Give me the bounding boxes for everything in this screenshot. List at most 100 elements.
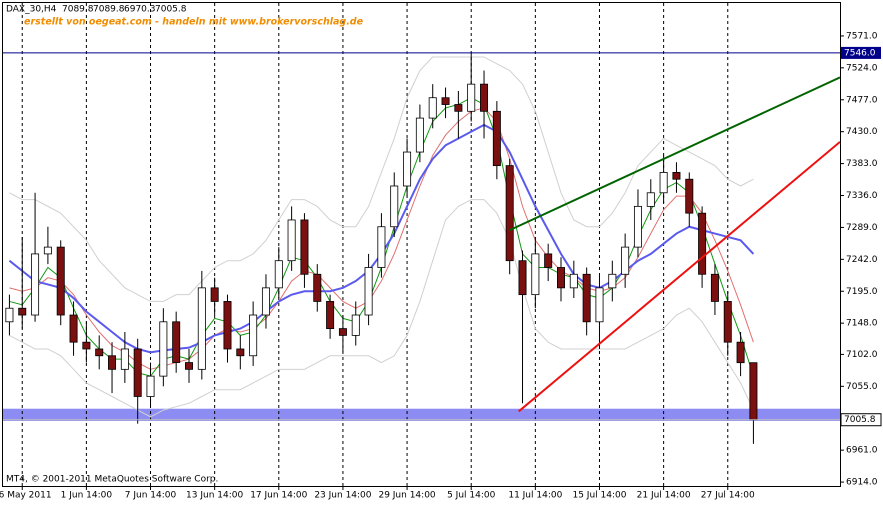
indicator-line <box>9 199 754 418</box>
candle-body <box>31 253 40 316</box>
candle-body <box>569 273 578 289</box>
candle-body <box>236 348 245 357</box>
candle-body <box>146 375 155 397</box>
x-tick-label: 17 Jun 14:00 <box>250 491 307 501</box>
candle-body <box>595 287 604 323</box>
x-tick-label: 7 Jun 14:00 <box>125 491 177 501</box>
x-tick-label: 1 Jun 14:00 <box>61 491 113 501</box>
candle-body <box>326 301 335 329</box>
candle-body <box>159 321 168 377</box>
candle-body <box>646 192 655 207</box>
y-tick-label: 6914.0 <box>846 478 878 488</box>
candle-body <box>557 267 565 289</box>
plot-area <box>3 3 840 486</box>
candle-body <box>415 117 424 153</box>
candle-body <box>390 185 399 228</box>
header-open: 7089.8 <box>62 5 94 15</box>
candle-body <box>5 307 14 323</box>
header-high: 7089.8 <box>93 5 125 15</box>
candle-body <box>223 301 232 350</box>
candle-body <box>364 267 373 316</box>
candle-body <box>313 273 322 302</box>
candle-body <box>249 314 258 357</box>
candle-body <box>403 151 412 187</box>
candle-body <box>274 260 283 289</box>
candle-body <box>261 287 270 316</box>
x-tick-label: 26 May 2011 <box>0 491 52 501</box>
y-tick-label: 7242.0 <box>846 255 878 265</box>
candle-body <box>531 253 540 296</box>
support-zone <box>3 408 840 421</box>
candle-body <box>454 104 463 112</box>
plot-frame <box>2 2 841 487</box>
candle-body <box>608 273 617 289</box>
candle-body <box>338 328 347 336</box>
candle-body <box>95 348 104 357</box>
candle-body <box>172 321 181 363</box>
candle-body <box>723 301 732 343</box>
candle-body <box>659 172 668 194</box>
y-tick-label: 7571.0 <box>846 31 878 41</box>
candle-body <box>441 97 450 105</box>
hline-label: 7546.0 <box>844 48 876 58</box>
candle-body <box>633 205 642 248</box>
candle-body <box>518 260 527 296</box>
candle-body <box>210 287 219 302</box>
footer: MT4, © 2001-2011 MetaQuotes Software Cor… <box>6 475 218 485</box>
candle-body <box>749 362 758 421</box>
candle-body <box>505 165 514 262</box>
candle-body <box>710 273 719 302</box>
candle-body <box>544 253 553 268</box>
candle-body <box>685 178 694 214</box>
candle-body <box>287 219 296 262</box>
y-tick-label: 7430.0 <box>846 127 878 137</box>
candle-body <box>621 246 630 275</box>
candle-body <box>43 246 52 255</box>
y-tick-label: 7477.0 <box>846 95 878 105</box>
y-tick-label: 7336.0 <box>846 191 878 201</box>
watermark: erstellt von oegeat.com - handeln mit ww… <box>24 17 364 28</box>
candle-body <box>698 212 707 275</box>
candle-body <box>82 341 91 350</box>
symbol: DAX_30,H4 <box>6 5 57 15</box>
candle-body <box>197 287 206 370</box>
x-tick-label: 29 Jun 14:00 <box>378 491 435 501</box>
header-close: 7005.8 <box>155 5 187 15</box>
candle-body <box>480 83 489 112</box>
y-tick-label: 7289.0 <box>846 223 878 233</box>
candle-body <box>428 97 437 119</box>
candle-body <box>351 314 360 336</box>
y-tick-label: 7148.0 <box>846 319 878 329</box>
trend-line <box>518 141 840 413</box>
candle-body <box>56 246 65 316</box>
current-price-bg <box>840 413 882 427</box>
y-tick-label: 7195.0 <box>846 287 878 297</box>
hline-label-bg <box>841 46 881 59</box>
candle-body <box>108 355 117 370</box>
candle-body <box>672 172 681 180</box>
candle-body <box>377 226 386 268</box>
y-tick-label: 7102.0 <box>846 350 878 360</box>
trend-line <box>509 76 840 232</box>
x-tick-label: 13 Jun 14:00 <box>186 491 243 501</box>
candle-body <box>185 362 193 370</box>
x-tick-label: 5 Jul 14:00 <box>447 491 496 501</box>
candle-body <box>582 273 591 323</box>
indicator-line <box>9 56 754 302</box>
indicator-line <box>9 107 754 370</box>
x-tick-label: 21 Jul 14:00 <box>637 491 691 501</box>
x-tick-label: 27 Jul 14:00 <box>701 491 755 501</box>
candle-body <box>133 348 142 397</box>
current-price-label: 7005.8 <box>844 415 876 425</box>
candle-body <box>18 307 27 316</box>
candle-body <box>492 110 501 167</box>
y-tick-label: 7383.0 <box>846 159 878 169</box>
candle-body <box>736 341 745 364</box>
y-tick-label: 7524.0 <box>846 63 878 73</box>
candle-body <box>69 314 78 343</box>
x-tick-label: 23 Jun 14:00 <box>314 491 371 501</box>
header-low: 6970.3 <box>124 5 156 15</box>
candle-body <box>467 83 476 112</box>
